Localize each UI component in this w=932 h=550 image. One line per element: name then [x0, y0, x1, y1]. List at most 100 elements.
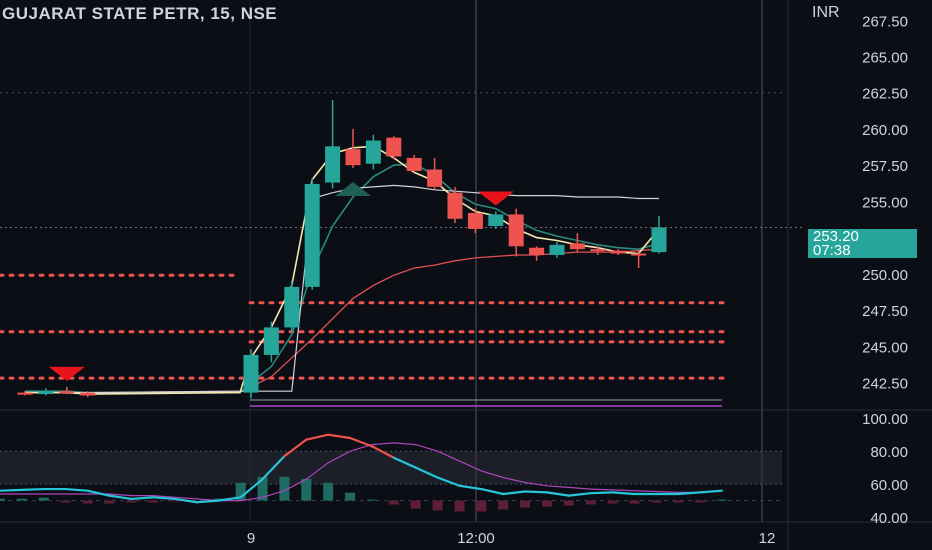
rsi-line-segment [239, 478, 264, 499]
time-axis-tick: 12 [759, 530, 776, 547]
rsi-line-segment [152, 496, 177, 501]
histogram-bar [148, 500, 159, 503]
oscillator-pane [0, 433, 782, 512]
histogram-bar [366, 499, 377, 501]
histogram-bar [476, 500, 487, 512]
baseline-line [25, 184, 659, 394]
price-axis-tick: 247.50 [862, 303, 908, 320]
candle-body [365, 140, 381, 164]
histogram-bar [60, 500, 71, 503]
candle-body [406, 157, 422, 171]
rsi-line-segment [130, 496, 155, 501]
rsi-line-segment [370, 445, 395, 459]
candle-body [467, 212, 483, 229]
rsi-line-segment [677, 491, 702, 496]
rsi-line-segment [392, 456, 417, 469]
rsi-line-segment [611, 491, 636, 496]
histogram-bar [301, 478, 312, 501]
pivot-levels [0, 273, 727, 407]
sell-signal-marker [477, 191, 514, 206]
price-axis-tick: 255.00 [862, 194, 908, 211]
histogram-bar [235, 482, 246, 501]
rsi-line-segment [414, 466, 439, 479]
chart-title: GUJARAT STATE PETR, 15, NSE [2, 4, 278, 23]
time-axis-tick: 12:00 [457, 530, 495, 547]
price-axis-tick: 242.50 [862, 375, 908, 392]
currency-label: INR [812, 4, 840, 21]
rsi-line-segment [567, 492, 592, 497]
rsi-line-segment [108, 494, 133, 501]
moving-averages [25, 145, 660, 395]
candle-body [80, 392, 96, 396]
histogram-bar [126, 500, 137, 503]
candle-body [590, 249, 606, 252]
oscillator-axis-tick: 40.00 [870, 510, 908, 527]
histogram-bar [520, 500, 531, 508]
price-axis-tick: 257.50 [862, 158, 908, 175]
histogram-bar [454, 500, 465, 512]
histogram-bar [563, 500, 574, 506]
histogram-bar [717, 499, 727, 501]
candle-body [447, 192, 463, 219]
candle-body [386, 137, 402, 157]
ema-slow-line [25, 248, 660, 394]
candle-body [284, 286, 300, 328]
rsi-line-segment [458, 484, 483, 491]
price-axis-tick: 245.00 [862, 339, 908, 356]
rsi-line-segment [545, 491, 570, 497]
rsi-line-segment [305, 433, 330, 441]
histogram-bar [345, 492, 356, 501]
rsi-line-segment [589, 491, 614, 495]
histogram-bar [0, 498, 5, 501]
histogram-bar [82, 500, 93, 504]
time-axis-tick: 9 [247, 530, 255, 547]
rsi-line-segment [0, 488, 23, 492]
histogram-bar [629, 500, 640, 504]
candle-body [345, 149, 361, 166]
candle-body [529, 247, 545, 255]
candle-body [17, 392, 33, 395]
histogram-bar [257, 476, 268, 501]
rsi-line-segment [502, 490, 527, 496]
candle-body [610, 250, 626, 254]
oscillator-axis-tick: 80.00 [870, 444, 908, 461]
histogram-bar [585, 500, 596, 505]
rsi-line-segment [480, 487, 505, 496]
histogram-bar [16, 498, 27, 501]
rsi-line-segment [173, 497, 199, 504]
rsi-line-segment [86, 489, 111, 497]
candles [17, 99, 667, 399]
candle-body [651, 227, 667, 253]
candle-body [549, 244, 565, 255]
histogram-bar [38, 497, 49, 501]
rsi-line-segment [436, 476, 461, 487]
rsi-line-segment [327, 433, 352, 440]
rsi-line-segment [217, 496, 242, 502]
rsi-line-segment [261, 455, 286, 481]
price-axis-tick: 267.50 [862, 13, 908, 30]
candle-body [569, 243, 585, 250]
histogram-bar [170, 500, 181, 502]
ema-fast-line [25, 145, 660, 395]
candle-body [325, 146, 341, 183]
rsi-line-segment [523, 490, 549, 494]
candle-body [59, 391, 75, 394]
price-axis-tick: 265.00 [862, 50, 908, 67]
histogram-bar [323, 482, 334, 501]
oscillator-axis-tick: 100.00 [862, 411, 908, 428]
histogram-bar [541, 500, 552, 507]
buy-signal-marker [335, 182, 371, 197]
candle-body [427, 169, 443, 187]
candle-body [488, 214, 504, 227]
price-axis-tick: 262.50 [862, 86, 908, 103]
histogram-bar [695, 500, 706, 503]
rsi-line-segment [283, 438, 308, 458]
histogram-bar [651, 500, 662, 503]
candle-body [508, 214, 524, 247]
price-axis-tick: 260.00 [862, 122, 908, 139]
histogram-bar [279, 476, 290, 501]
rsi-signal-line [0, 442, 723, 502]
sell-signal-marker [48, 366, 85, 381]
